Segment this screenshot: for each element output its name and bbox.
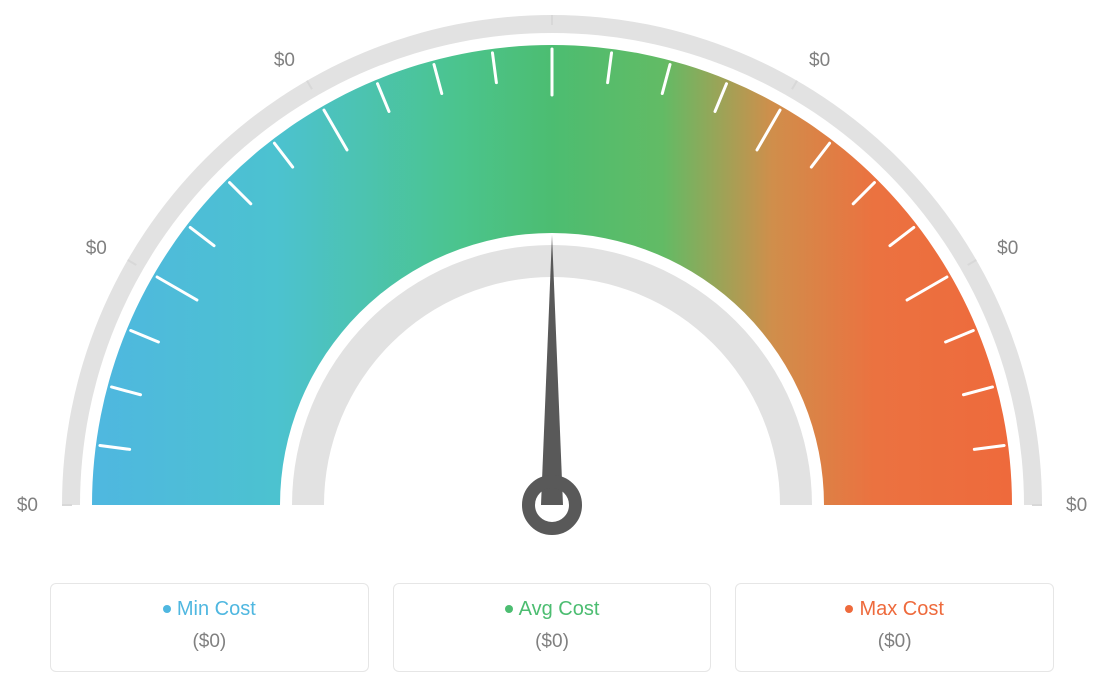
svg-text:$0: $0 bbox=[809, 50, 830, 71]
svg-text:$0: $0 bbox=[17, 495, 38, 516]
legend-title-min: Min Cost bbox=[61, 598, 358, 621]
legend-value-max: ($0) bbox=[746, 631, 1043, 653]
svg-text:$0: $0 bbox=[274, 50, 295, 71]
legend-value-avg: ($0) bbox=[404, 631, 701, 653]
legend-row: Min Cost ($0) Avg Cost ($0) Max Cost ($0… bbox=[50, 583, 1054, 672]
legend-label-max: Max Cost bbox=[859, 598, 943, 620]
legend-value-min: ($0) bbox=[61, 631, 358, 653]
legend-card-avg: Avg Cost ($0) bbox=[393, 583, 712, 672]
legend-label-min: Min Cost bbox=[177, 598, 256, 620]
legend-dot-avg bbox=[505, 605, 513, 613]
legend-dot-min bbox=[163, 605, 171, 613]
legend-title-avg: Avg Cost bbox=[404, 598, 701, 621]
legend-dot-max bbox=[845, 605, 853, 613]
svg-text:$0: $0 bbox=[997, 238, 1018, 259]
gauge-svg: $0 $0 $0 $0 $0 $0 $0 bbox=[0, 0, 1104, 560]
legend-card-max: Max Cost ($0) bbox=[735, 583, 1054, 672]
svg-text:$0: $0 bbox=[1066, 495, 1087, 516]
svg-text:$0: $0 bbox=[541, 0, 562, 2]
legend-card-min: Min Cost ($0) bbox=[50, 583, 369, 672]
gauge: $0 $0 $0 $0 $0 $0 $0 bbox=[0, 0, 1104, 560]
legend-title-max: Max Cost bbox=[746, 598, 1043, 621]
legend-label-avg: Avg Cost bbox=[519, 598, 600, 620]
cost-gauge-container: $0 $0 $0 $0 $0 $0 $0 Min Cost ($0) Avg Cost ($… bbox=[0, 0, 1104, 690]
svg-text:$0: $0 bbox=[86, 238, 107, 259]
